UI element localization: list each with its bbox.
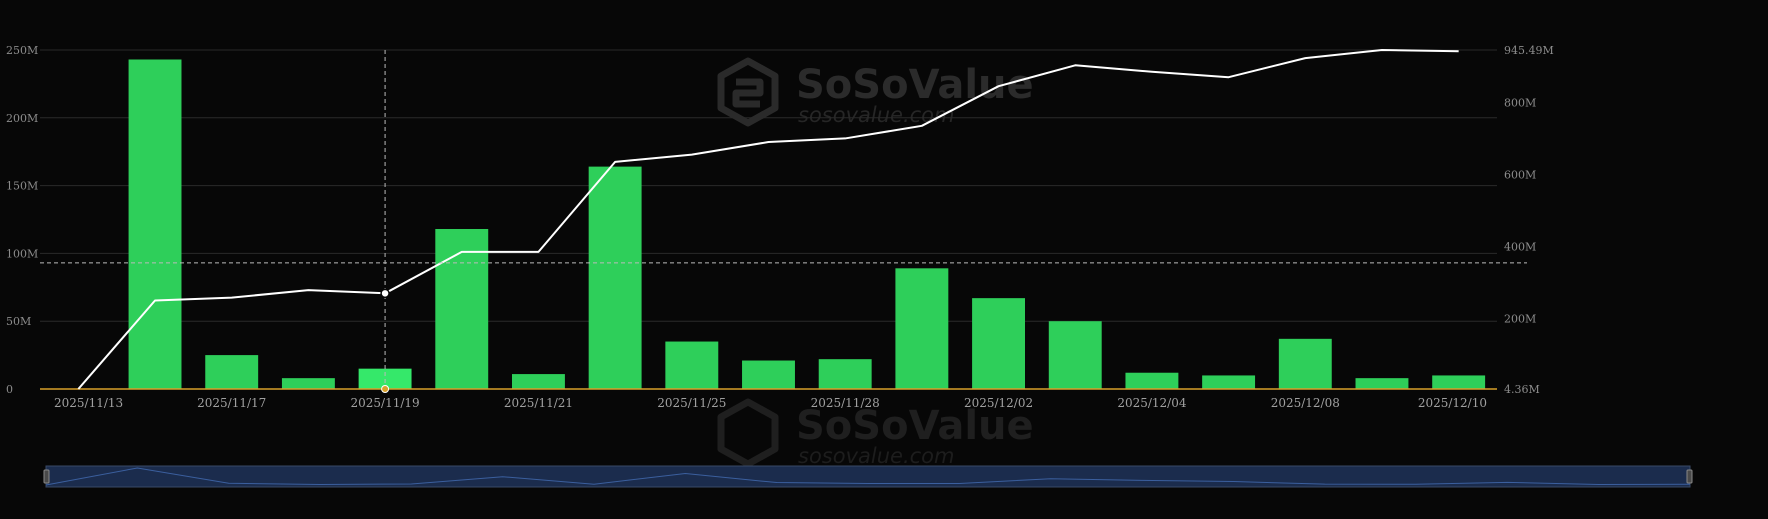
navigator-right-handle[interactable] (1686, 469, 1693, 484)
bar[interactable] (1355, 378, 1409, 389)
x-axis-tick-label: 2025/11/13 (54, 396, 123, 410)
right-axis-tick-label: 800M (1504, 96, 1536, 109)
watermark-bottom: SoSoValue sosovalue.com (717, 398, 1034, 468)
left-axis-tick-label: 200M (6, 112, 38, 125)
navigator-left-handle[interactable] (43, 469, 50, 484)
left-axis-tick-label: 250M (6, 44, 38, 57)
x-axis-tick-label: 2025/11/25 (657, 396, 726, 410)
bar[interactable] (205, 355, 259, 389)
watermark-group: SoSoValue sosovalue.com SoSoValue sosova… (717, 57, 1034, 468)
baseline-point-marker (381, 385, 390, 393)
left-axis-tick-label: 150M (6, 180, 38, 193)
crosshair (40, 50, 1527, 393)
x-axis-tick-label: 2025/11/21 (504, 396, 573, 410)
right-axis-tick-label: 600M (1504, 168, 1536, 181)
line-path (77, 49, 1459, 390)
x-axis: 2025/11/13 2025/11/17 2025/11/19 2025/11/21… (54, 396, 1487, 410)
watermark-url: sosovalue.com (798, 103, 954, 127)
left-axis-tick-label: 50M (6, 315, 31, 328)
x-axis-tick-label: 2025/12/10 (1418, 396, 1487, 410)
range-navigator[interactable] (43, 465, 1693, 488)
x-axis-tick-label: 2025/12/02 (964, 396, 1033, 410)
bar[interactable] (665, 341, 719, 389)
bar[interactable] (511, 374, 565, 389)
right-axis-tick-label: 945.49M (1504, 44, 1554, 57)
bar[interactable] (435, 228, 489, 389)
bar[interactable] (281, 378, 335, 389)
bar[interactable] (1278, 338, 1332, 389)
x-axis-tick-label: 2025/11/28 (811, 396, 880, 410)
bar[interactable] (588, 166, 642, 389)
right-axis-tick-label: 400M (1504, 240, 1536, 253)
bar[interactable] (1432, 375, 1486, 389)
bar[interactable] (358, 368, 412, 389)
grid-lines (40, 49, 1497, 322)
bar[interactable] (1048, 321, 1102, 389)
line-point-marker[interactable] (380, 288, 390, 299)
right-axis: 4.36M 200M 400M 600M 800M 945.49M (1504, 44, 1554, 396)
right-axis-tick-label: 200M (1504, 313, 1536, 326)
x-axis-tick-label: 2025/11/19 (350, 396, 419, 410)
bar[interactable] (895, 268, 949, 389)
line-series (77, 49, 1459, 390)
watermark-brand: SoSoValue (796, 62, 1034, 108)
right-axis-tick-label: 4.36M (1504, 383, 1540, 396)
bar[interactable] (972, 298, 1026, 389)
watermark-url: sosovalue.com (798, 444, 954, 468)
x-axis-tick-label: 2025/11/17 (197, 396, 266, 410)
bar[interactable] (818, 359, 872, 389)
bar[interactable] (1202, 375, 1256, 389)
left-axis-tick-label: 100M (6, 247, 38, 260)
x-axis-tick-label: 2025/12/04 (1117, 396, 1187, 410)
left-axis: 0 50M 100M 150M 200M 250M (6, 44, 38, 396)
bar-series (128, 59, 1486, 389)
sosovalue-logo-icon (717, 57, 779, 127)
navigator-line (45, 467, 1691, 486)
sosovalue-logo-icon (717, 398, 779, 468)
watermark-top: SoSoValue sosovalue.com (717, 57, 1034, 127)
bar[interactable] (742, 360, 795, 389)
watermark-brand: SoSoValue (796, 403, 1034, 449)
x-axis-tick-label: 2025/12/08 (1271, 396, 1340, 410)
bar[interactable] (128, 59, 182, 389)
bar[interactable] (1125, 372, 1179, 389)
left-axis-tick-label: 0 (6, 383, 13, 396)
